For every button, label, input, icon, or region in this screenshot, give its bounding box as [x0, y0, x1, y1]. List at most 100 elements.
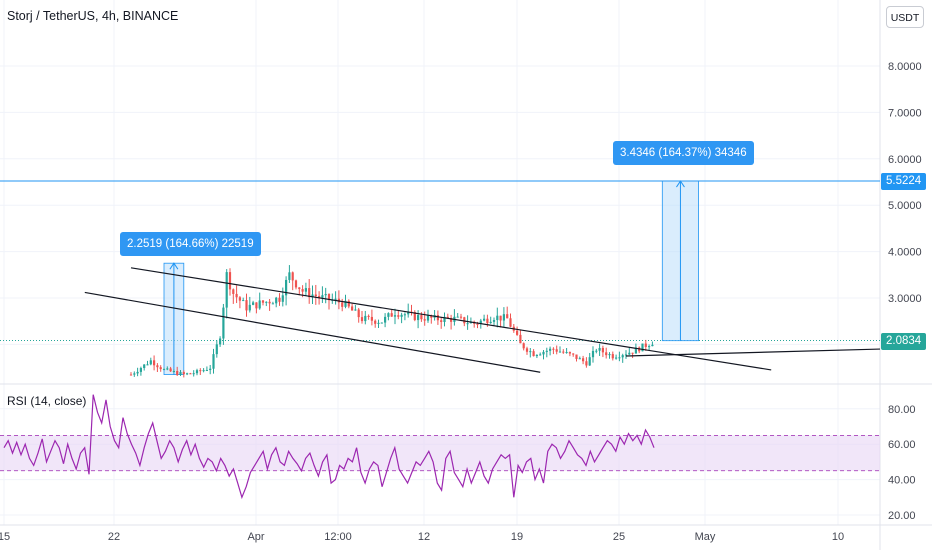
candle-body — [139, 368, 142, 372]
candle-body — [440, 320, 443, 322]
candle-body — [278, 297, 281, 302]
candle-body — [522, 343, 525, 349]
candle-body — [463, 317, 466, 324]
candle-body — [407, 311, 410, 315]
candle-body — [202, 370, 205, 372]
candle-body — [456, 316, 459, 318]
candle-body — [519, 334, 522, 344]
candle-body — [294, 280, 298, 288]
rsi-band — [0, 435, 880, 471]
candle-body — [450, 317, 453, 322]
candle-body — [318, 296, 321, 298]
candle-body — [275, 297, 278, 304]
candle-body — [532, 351, 535, 357]
candle-body — [351, 306, 354, 311]
candle-body — [618, 357, 621, 359]
time-tick-label: 25 — [613, 531, 625, 543]
candle-body — [354, 309, 357, 311]
candle-body — [268, 301, 271, 304]
candle-body — [172, 370, 175, 372]
candle-body — [301, 289, 304, 292]
candle-body — [367, 315, 370, 317]
candle-body — [238, 297, 241, 301]
candle-body — [489, 321, 492, 324]
candle-body — [502, 314, 505, 321]
candle-body — [397, 315, 400, 317]
candle-body — [149, 360, 152, 365]
candle-body — [483, 318, 486, 321]
candle-body — [525, 348, 529, 352]
candle-body — [321, 295, 324, 298]
candle-body — [156, 365, 159, 368]
candle-body — [621, 355, 624, 358]
measure-label-1: 2.2519 (164.66%) 22519 — [120, 232, 261, 257]
candle-body — [446, 316, 449, 318]
candle-body — [572, 353, 575, 355]
candle-body — [486, 318, 489, 324]
rsi-tick-label: 20.00 — [888, 510, 916, 522]
candle-body — [611, 354, 614, 359]
candle-body — [542, 351, 545, 355]
trend-line-1 — [130, 267, 772, 371]
rsi-tick-label: 80.00 — [888, 404, 916, 416]
candle-body — [608, 354, 611, 356]
time-tick-label: 12:00 — [324, 531, 352, 543]
candle-body — [219, 338, 222, 345]
time-tick-label: 10 — [832, 531, 844, 543]
candle-body — [298, 287, 301, 290]
trend-line-2 — [84, 291, 541, 373]
candle-body — [582, 358, 585, 362]
candle-body — [648, 346, 651, 348]
support-ray — [625, 348, 881, 357]
candle-body — [136, 371, 139, 374]
candle-body — [591, 350, 595, 358]
candle-body — [261, 300, 265, 303]
time-tick-label: 12 — [418, 531, 430, 543]
candle-body — [492, 320, 496, 322]
time-tick-label: Apr — [247, 531, 264, 543]
candle-body — [248, 304, 251, 311]
rsi-tick-label: 40.00 — [888, 475, 916, 487]
candle-body — [615, 357, 618, 359]
candle-body — [242, 300, 245, 302]
candle-body — [578, 358, 581, 360]
candle-body — [466, 323, 469, 325]
candle-body — [129, 374, 133, 376]
candle-body — [341, 302, 344, 307]
candle-body — [558, 351, 562, 353]
candle-body — [387, 313, 390, 317]
candle-body — [555, 349, 558, 352]
price-tick-label: 7.0000 — [888, 107, 922, 119]
currency-button[interactable]: USDT — [886, 6, 924, 28]
measure-label-2: 3.4346 (164.37%) 34346 — [613, 141, 754, 166]
time-tick-label: 15 — [0, 531, 10, 543]
candle-body — [228, 272, 232, 290]
candle-body — [384, 316, 387, 323]
candle-body — [304, 288, 307, 292]
price-tick-label: 5.0000 — [888, 200, 922, 212]
candle-body — [265, 301, 268, 303]
candle-body — [334, 298, 337, 300]
candle-body — [436, 315, 439, 321]
candle-body — [549, 348, 552, 351]
candle-body — [624, 354, 628, 356]
candle-body — [476, 323, 479, 325]
candle-body — [281, 295, 284, 302]
candle-body — [192, 373, 195, 375]
price-tick-label: 6.0000 — [888, 154, 922, 166]
candle-body — [225, 272, 228, 308]
candle-body — [162, 369, 166, 371]
rsi-tick-label: 60.00 — [888, 439, 916, 451]
candle-body — [585, 361, 588, 366]
candle-body — [169, 368, 172, 372]
candle-body — [347, 300, 350, 307]
price-tick-label: 8.0000 — [888, 61, 922, 73]
candle-body — [516, 330, 519, 335]
candle-body — [377, 322, 380, 324]
candle-body — [601, 347, 604, 353]
candle-body — [390, 313, 393, 317]
measure-arrowhead-2 — [676, 180, 685, 188]
candle-body — [189, 373, 192, 375]
